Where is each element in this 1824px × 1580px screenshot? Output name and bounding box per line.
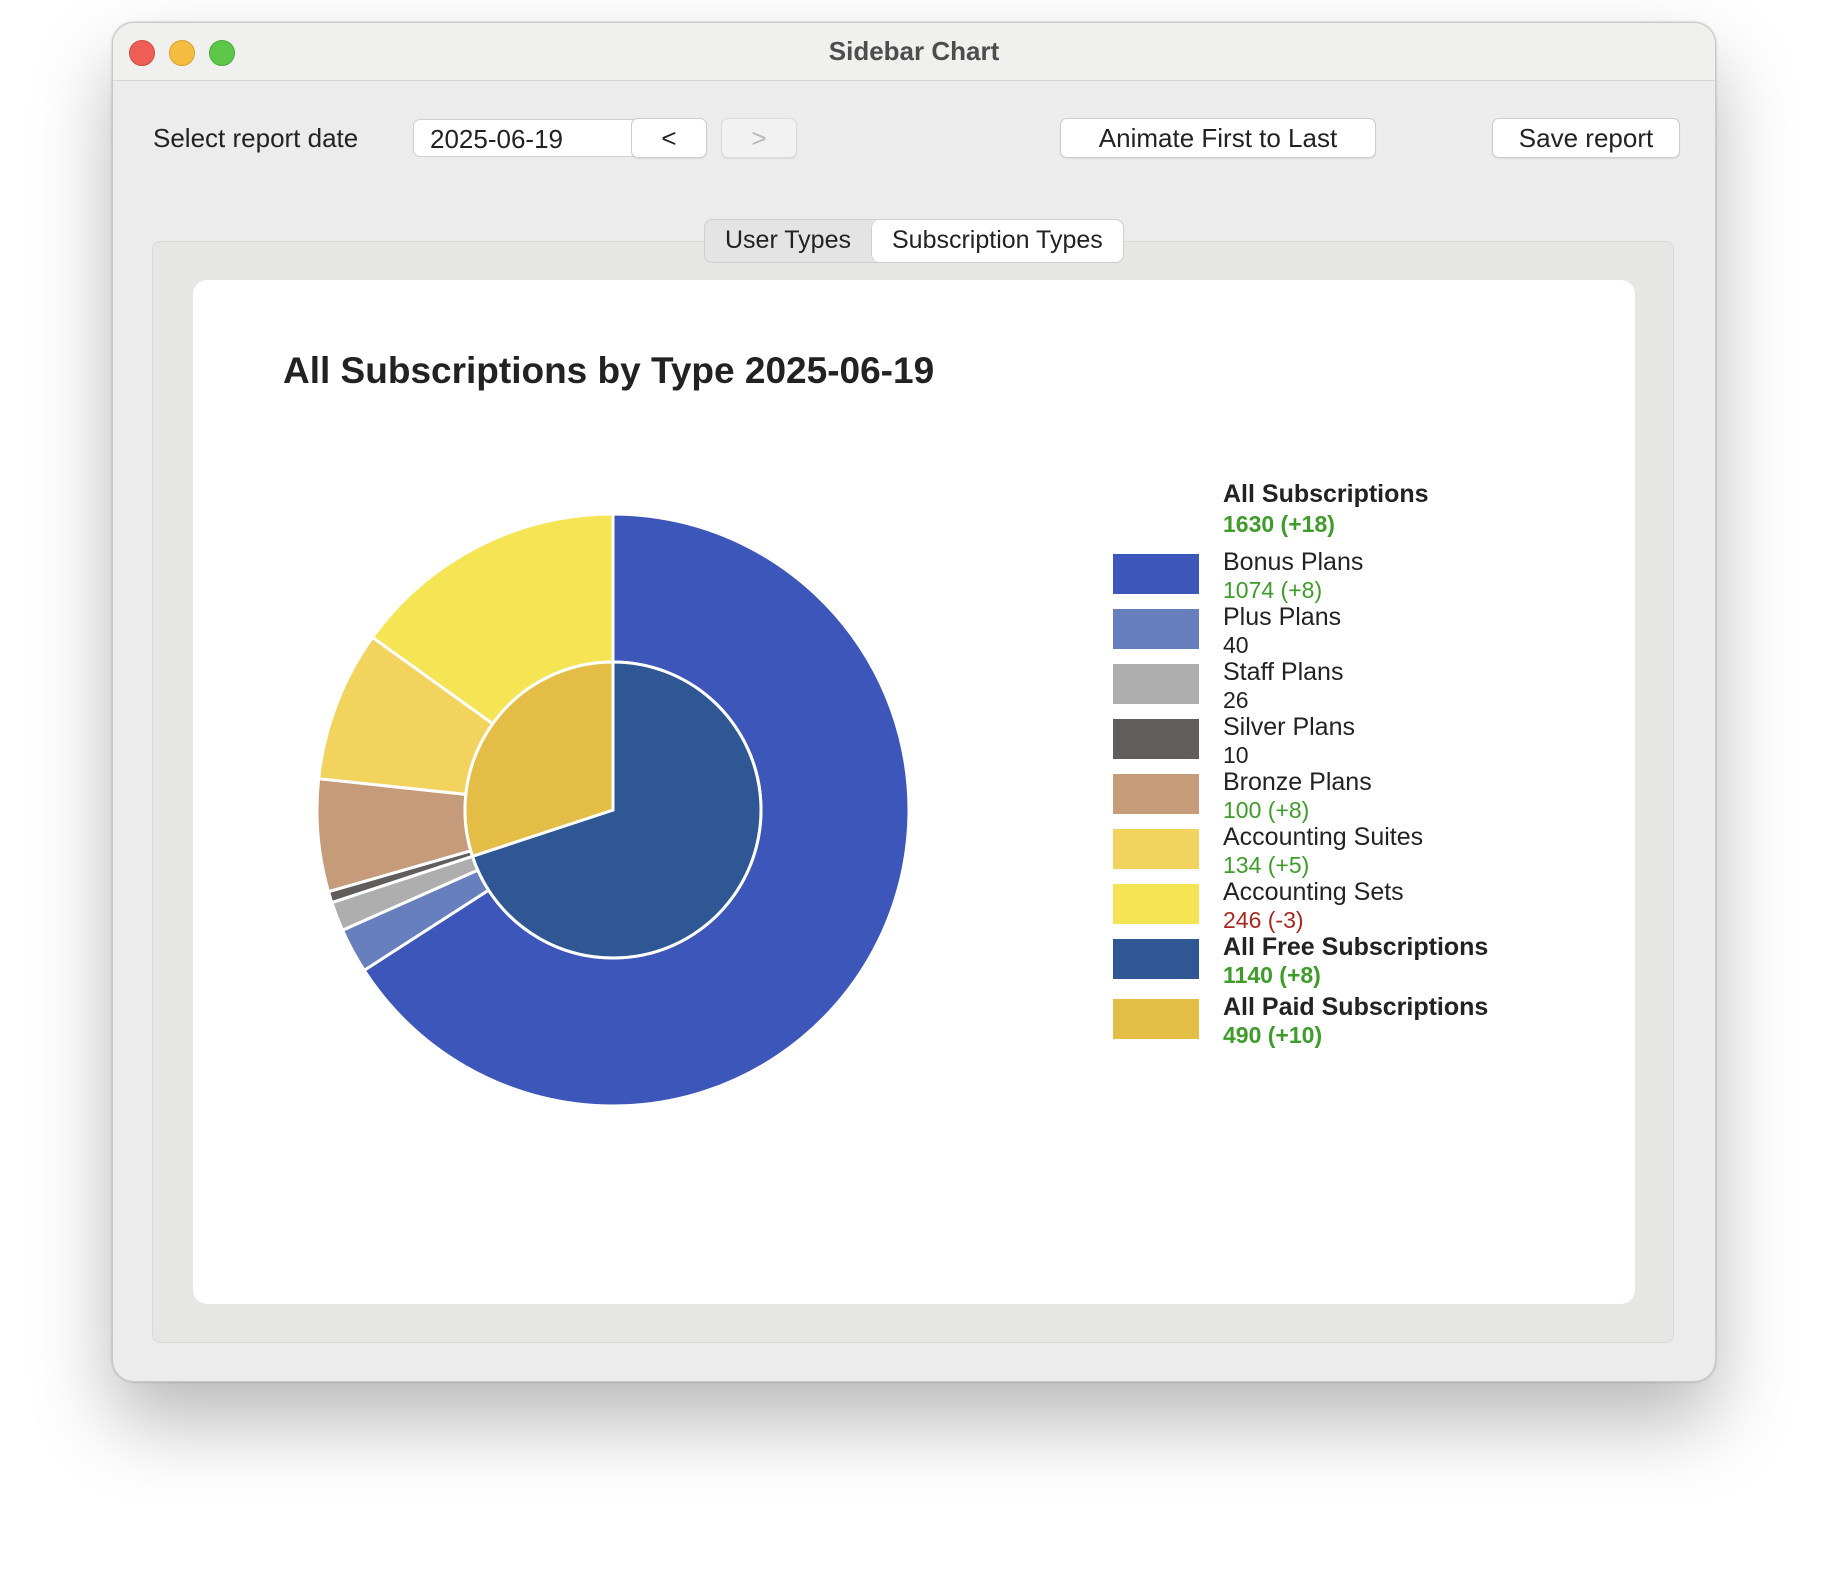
legend-item-name: All Free Subscriptions [1223,933,1489,961]
legend-swatch [1113,664,1199,704]
legend-swatch [1113,719,1199,759]
maximize-window-button[interactable] [209,40,235,66]
legend-total-value: 1630 (+18) [1223,511,1335,537]
legend-item-name: All Paid Subscriptions [1223,993,1489,1021]
legend-swatch [1113,554,1199,594]
previous-date-button[interactable]: < [631,118,707,158]
legend-item-name: Staff Plans [1223,658,1344,686]
legend-item-value: 134 (+5) [1223,852,1310,878]
nested-pie-chart [315,512,911,1108]
legend-item-value: 490 (+10) [1223,1022,1323,1048]
inner-slice-all-free-subscriptions[interactable] [470,660,763,960]
legend-swatch [1113,774,1199,814]
legend-item-value: 40 [1223,632,1249,658]
tab-subscription-types[interactable]: Subscription Types [870,220,1123,262]
window-title: Sidebar Chart [828,36,1000,66]
legend-item-value: 1074 (+8) [1223,577,1323,603]
next-date-button[interactable]: > [721,118,797,158]
legend-item-name: Plus Plans [1223,603,1342,631]
legend-item-name: Bronze Plans [1223,768,1372,796]
app-window: Sidebar Chart Select report date 2025-06… [112,22,1716,1382]
tab-bar: User Types Subscription Types [704,219,1124,263]
title-bar: Sidebar Chart [113,23,1715,81]
minimize-window-button[interactable] [169,40,195,66]
chart-title: All Subscriptions by Type 2025-06-19 [283,350,935,391]
legend-item-value: 246 (-3) [1223,907,1304,933]
legend-item-name: Bonus Plans [1223,548,1364,576]
legend-swatch [1113,609,1199,649]
legend-item-value: 26 [1223,687,1249,713]
legend-swatch [1113,999,1199,1039]
legend-total: All Subscriptions 1630 (+18) [1223,480,1429,538]
legend-swatch [1113,939,1199,979]
legend-item-value: 1140 (+8) [1223,962,1321,988]
chart-panel: All Subscriptions by Type 2025-06-19 All… [193,280,1635,1304]
legend-item-name: Accounting Sets [1223,878,1404,906]
legend-item-name: Accounting Suites [1223,823,1424,851]
animate-first-to-last-button[interactable]: Animate First to Last [1060,118,1376,158]
legend-item-value: 10 [1223,742,1249,768]
legend-item-name: Silver Plans [1223,713,1355,741]
close-window-button[interactable] [129,40,155,66]
legend-swatch [1113,884,1199,924]
report-date-label: Select report date [153,123,359,153]
legend-swatch [1113,829,1199,869]
legend-total-name: All Subscriptions [1223,480,1429,508]
report-date-value[interactable]: 2025-06-19 [430,124,563,154]
save-report-button[interactable]: Save report [1492,118,1680,158]
inner-slice-all-paid-subscriptions[interactable] [463,660,615,859]
legend-item-value: 100 (+8) [1223,797,1310,823]
tab-user-types[interactable]: User Types [725,226,851,254]
